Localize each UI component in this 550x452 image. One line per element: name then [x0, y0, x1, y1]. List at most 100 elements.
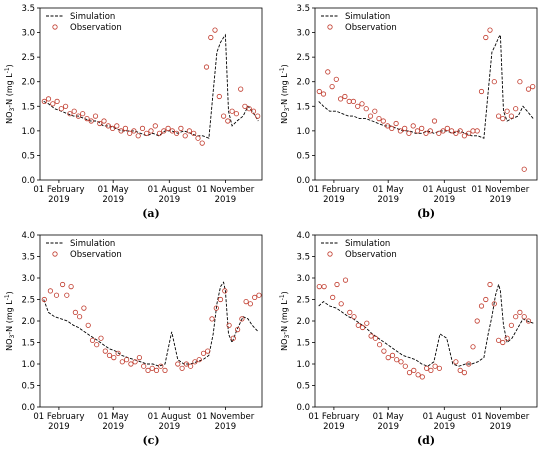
observation-point	[415, 372, 421, 378]
legend-observation-label: Observation	[70, 23, 122, 33]
observation-point	[85, 322, 91, 328]
y-tick-label: 2.0	[296, 78, 310, 88]
observation-point	[144, 130, 150, 136]
observation-point	[216, 93, 222, 100]
observation-point	[115, 350, 121, 356]
observation-point	[461, 133, 467, 139]
observation-point	[152, 123, 158, 129]
observation-point	[342, 93, 348, 100]
observation-point	[124, 357, 130, 363]
observation-point	[320, 91, 327, 97]
y-tick-label: 2.0	[296, 317, 310, 327]
observation-point	[372, 335, 379, 341]
observation-point	[474, 128, 480, 134]
y-tick-label: 1.0	[21, 127, 35, 137]
y-axis-label-part: -1	[4, 67, 11, 73]
observation-point	[394, 357, 400, 363]
observation-point	[64, 292, 70, 298]
simulation-line	[318, 282, 534, 367]
observation-point	[59, 281, 66, 288]
observation-point	[122, 125, 129, 131]
observation-point	[508, 322, 514, 328]
observation-point	[329, 84, 335, 90]
observation-point	[188, 363, 194, 369]
observation-point	[247, 301, 253, 307]
legend-observation-label: Observation	[345, 250, 397, 260]
y-tick-label: 3.5	[296, 253, 310, 263]
observation-point	[196, 357, 202, 363]
chart-panel-3: 0.00.51.01.52.02.53.03.54.001 February20…	[4, 231, 263, 447]
observation-point	[419, 125, 425, 131]
observation-point	[368, 333, 374, 339]
observation-point	[355, 103, 361, 109]
observation-point	[235, 327, 241, 333]
x-tick-label: 2019	[102, 195, 124, 205]
observation-point	[521, 314, 527, 320]
observation-point	[71, 108, 77, 114]
y-tick-label: 0.5	[21, 382, 35, 392]
observation-point	[461, 370, 467, 376]
observation-point	[225, 118, 231, 124]
observation-point	[77, 314, 83, 320]
panel-label: (d)	[417, 434, 435, 447]
observation-point	[377, 342, 383, 348]
observation-point	[165, 125, 171, 131]
observation-point	[119, 359, 125, 365]
observation-point	[102, 348, 108, 354]
observation-point	[397, 128, 404, 134]
observation-point	[316, 283, 322, 290]
x-tick-label: 01 November	[197, 412, 255, 422]
observation-point	[487, 281, 493, 288]
observation-point	[483, 296, 489, 303]
x-tick-label: 2019	[48, 195, 70, 205]
observation-point	[411, 367, 417, 373]
observation-point	[414, 128, 421, 134]
y-tick-label: 3.5	[21, 253, 35, 263]
y-axis-label-part: NO	[280, 112, 289, 124]
x-tick-label: 01 November	[472, 412, 530, 422]
observation-point	[256, 292, 262, 298]
x-tick-label: 2019	[377, 422, 399, 432]
observation-point	[517, 309, 523, 316]
panel-label: (b)	[417, 207, 435, 220]
observation-point	[132, 359, 138, 365]
observation-point	[217, 296, 224, 303]
observation-point	[156, 130, 163, 136]
legend-observation-swatch	[327, 251, 333, 257]
y-axis-label-part: NO	[5, 112, 14, 124]
observation-point	[199, 140, 205, 146]
observation-point	[169, 128, 175, 134]
plot-frame	[39, 234, 263, 408]
y-tick-label: 1.5	[21, 102, 35, 112]
observation-point	[478, 88, 485, 95]
y-tick-label: 0.0	[21, 176, 35, 186]
observation-point	[54, 98, 60, 105]
observation-point	[252, 294, 258, 301]
observation-point	[203, 64, 210, 70]
chart-panel-1: 0.00.51.01.52.02.53.03.501 February20190…	[4, 4, 263, 220]
y-axis-label-part: -N (mg L	[280, 73, 289, 108]
observation-point	[428, 367, 434, 373]
observation-point	[136, 355, 142, 361]
observation-point	[402, 125, 408, 131]
plot-frame	[314, 234, 538, 408]
y-tick-label: 2.5	[296, 53, 310, 63]
observation-point	[183, 361, 189, 367]
observation-point	[491, 301, 497, 307]
observation-point	[221, 113, 227, 119]
observation-point	[68, 283, 74, 290]
observation-point	[316, 88, 322, 95]
y-tick-label: 2.5	[296, 296, 310, 306]
observation-point	[444, 125, 450, 131]
observation-point	[440, 128, 446, 134]
y-tick-label: 3.5	[296, 4, 310, 14]
observation-point	[161, 128, 167, 134]
y-tick-label: 0.0	[296, 176, 310, 186]
x-tick-label: 01 August	[148, 185, 192, 195]
observation-point	[135, 133, 141, 139]
y-axis-label-part: 3	[9, 108, 16, 112]
y-axis-label-part: 3	[284, 335, 291, 339]
x-tick-label: 01 November	[472, 185, 530, 195]
observation-point	[238, 86, 244, 92]
observation-point	[398, 359, 404, 365]
